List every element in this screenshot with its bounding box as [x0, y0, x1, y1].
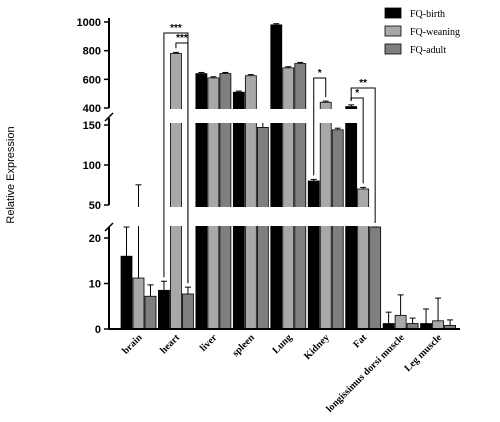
- significance-label: *: [318, 68, 322, 79]
- significance-bracket: [350, 87, 376, 223]
- bar-Fat-FQ-adult: [369, 226, 382, 330]
- legend-swatch-FQ-weaning: [384, 25, 402, 37]
- y-tick-label: 150: [83, 120, 101, 132]
- x-category-label: Fat: [351, 332, 369, 350]
- y-tick-label: 100: [83, 160, 101, 172]
- bar-heart-FQ-weaning: [170, 53, 182, 330]
- significance-label: ***: [176, 33, 188, 44]
- legend-swatch-FQ-adult: [384, 43, 402, 55]
- legend-label-FQ-adult: FQ-adult: [410, 45, 446, 56]
- x-category-label: spleen: [230, 332, 257, 359]
- bar-Kidney-FQ-birth: [307, 180, 320, 330]
- significance-bracket: [175, 42, 189, 284]
- x-category-label: brain: [120, 332, 145, 357]
- significance-bracket: [313, 77, 327, 176]
- bar-Lung-FQ-adult: [294, 63, 307, 330]
- y-tick-label: 400: [83, 103, 101, 115]
- y-tick-label: 600: [83, 74, 101, 86]
- bar-longissimus-dorsi-muscle-FQ-weaning: [394, 314, 407, 330]
- x-category-label: heart: [158, 332, 182, 356]
- x-category-label: liver: [198, 332, 220, 354]
- y-tick-label: 10: [89, 279, 101, 291]
- y-tick-label: 20: [89, 233, 101, 245]
- y-tick-label: 0: [95, 324, 101, 336]
- axis-break-band: [103, 109, 464, 123]
- bar-heart-FQ-birth: [158, 289, 170, 330]
- significance-label: **: [359, 78, 367, 89]
- bar-heart-FQ-adult: [182, 293, 194, 330]
- y-tick-label: 1000: [77, 17, 101, 29]
- bar-Lung-FQ-weaning: [282, 67, 295, 330]
- axis-break-band: [103, 207, 464, 226]
- bar-Leg-muscle-FQ-weaning: [432, 320, 444, 330]
- bar-brain-FQ-weaning: [132, 277, 145, 330]
- y-axis-label: Relative Expression: [5, 126, 17, 223]
- x-category-label: Lung: [271, 332, 295, 356]
- bar-Kidney-FQ-adult: [331, 129, 344, 330]
- legend-swatch-FQ-birth: [384, 7, 402, 19]
- bar-brain-FQ-adult: [144, 295, 157, 330]
- x-category-label: Leg muscle: [402, 332, 444, 374]
- bar-spleen-FQ-adult: [256, 127, 269, 330]
- axis-break-mark: [104, 222, 114, 232]
- x-category-label: Kidney: [302, 332, 332, 362]
- significance-label: ***: [170, 23, 182, 34]
- significance-label: *: [355, 88, 359, 99]
- axis-break-mark: [104, 112, 114, 122]
- y-tick-label: 800: [83, 46, 101, 58]
- legend-label-FQ-weaning: FQ-weaning: [410, 27, 460, 38]
- y-tick-label: 50: [89, 200, 101, 212]
- bar-Lung-FQ-birth: [270, 24, 283, 330]
- x-category-label: longissimus dorsi muscle: [324, 332, 407, 415]
- bar-brain-FQ-birth: [120, 255, 133, 330]
- legend-label-FQ-birth: FQ-birth: [410, 9, 445, 20]
